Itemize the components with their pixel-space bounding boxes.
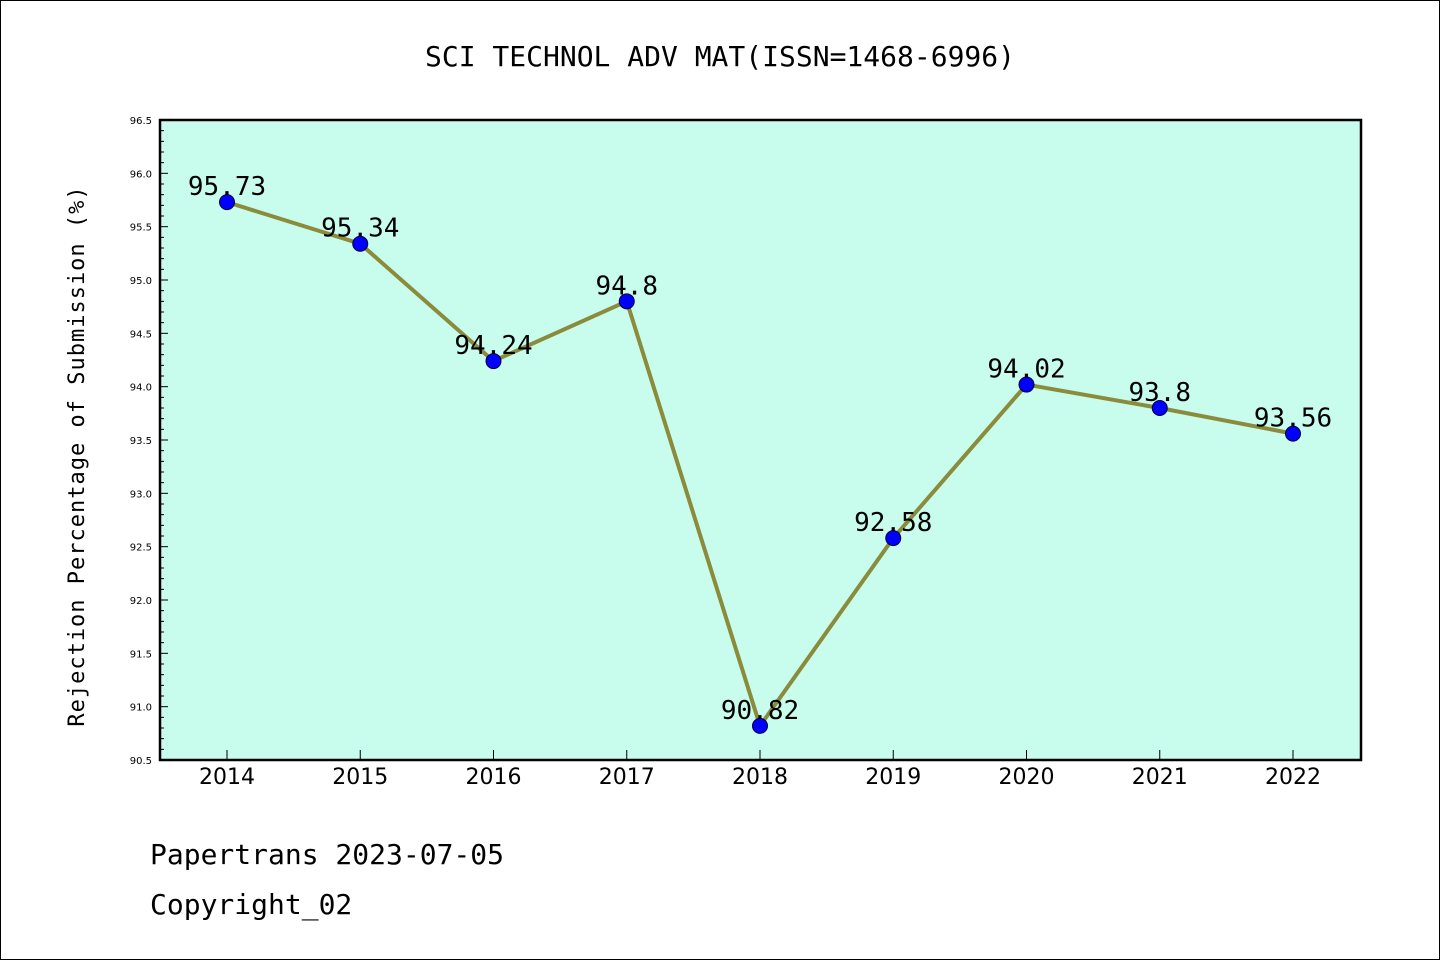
data-point [352,235,369,252]
data-label: 95.73 [188,172,266,202]
y-tick-label: 96.5 [130,116,152,127]
x-tick-label: 2019 [865,765,921,790]
data-point [1151,400,1168,416]
data-label: 95.34 [321,214,399,244]
data-label: 94.02 [987,355,1065,385]
x-tick-label: 2017 [599,765,655,790]
y-tick-label: 96.0 [130,169,152,180]
x-tick-label: 2021 [1132,765,1188,790]
y-tick-label: 94.5 [130,329,152,340]
plot-area [158,118,1363,762]
data-label: 93.56 [1254,404,1332,434]
data-label: 92.58 [854,508,932,538]
x-tick-label: 2020 [999,765,1055,790]
y-tick-label: 95.5 [130,223,152,234]
data-labels: 95.73 95.34 94.24 94.8 90.82 92.58 94.02 93.8 93… [188,172,1332,726]
y-tick-label: 90.5 [130,756,152,767]
x-tick-label: 2018 [732,765,788,790]
footer-date: Papertrans 2023-07-05 [150,838,504,871]
data-point [885,530,902,547]
data-point [618,293,635,310]
y-tick-label: 92.5 [130,543,152,554]
footer-copyright: Copyright_02 [150,888,352,922]
x-tick-label: 2016 [466,765,522,790]
y-tick-label: 95.0 [130,276,152,287]
data-point [1018,376,1035,393]
data-point [485,353,502,370]
data-label: 90.82 [721,696,799,726]
y-tick-label: 93.0 [130,489,152,500]
data-point [752,717,768,734]
y-tick-label: 91.5 [130,649,152,660]
y-axis: 90.5 91.0 91.5 92.0 92.5 93.0 93.5 94.0 94.5 95.0… [130,116,168,767]
data-label: 94.8 [595,271,658,301]
data-point [219,194,235,211]
y-tick-label: 93.5 [130,436,152,447]
y-tick-label: 91.0 [130,703,152,714]
x-tick-label: 2014 [199,765,255,790]
data-point [1285,425,1301,442]
series-group [219,194,1301,734]
x-tick-label: 2015 [332,765,388,790]
x-axis: 2014 2015 2016 2017 2018 2019 2020 2021 2022 [199,750,1321,790]
y-tick-label: 94.0 [130,383,152,394]
chart-title: SCI TECHNOL ADV MAT(ISSN=1468-6996) [425,40,1015,73]
data-label: 94.24 [454,331,532,361]
x-tick-label: 2022 [1265,765,1321,790]
data-label: 93.8 [1128,378,1191,408]
y-tick-label: 92.0 [130,596,152,607]
y-axis-label: Rejection Percentage of Submission (%) [65,185,90,726]
